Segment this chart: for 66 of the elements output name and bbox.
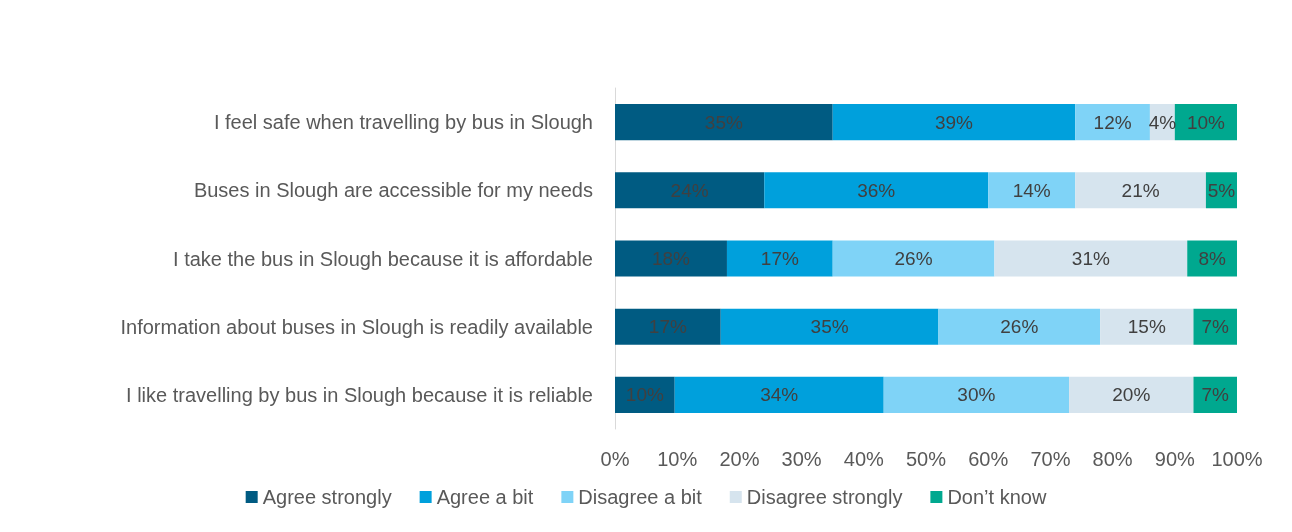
bar: [615, 104, 833, 141]
x-tick-label: 30%: [781, 448, 822, 470]
y-tick-label: I like travelling by bus in Slough because it is reliable: [126, 383, 593, 406]
bar: [883, 376, 1070, 413]
bar: [764, 172, 989, 209]
bar: [1187, 240, 1237, 277]
data-label: 12%: [1093, 111, 1132, 133]
bar: [726, 240, 833, 277]
data-label: 17%: [760, 248, 799, 269]
x-tick-label: 80%: [1092, 448, 1133, 470]
x-tick-label: 0%: [600, 448, 630, 470]
bar: [994, 240, 1188, 277]
bar: [720, 308, 939, 345]
data-label: 21%: [1121, 179, 1160, 201]
x-tick-label: 90%: [1154, 448, 1196, 470]
data-label: 20%: [1112, 384, 1151, 406]
data-label: 39%: [934, 111, 974, 133]
y-tick-label: Buses in Slough are accessible for my needs: [193, 179, 593, 202]
x-tick-label: 10%: [657, 448, 698, 470]
bar: [832, 240, 995, 277]
x-tick-label: 100%: [1211, 448, 1263, 470]
data-label: 35%: [810, 316, 849, 338]
data-label: 18%: [651, 248, 691, 269]
legend-label: Agree strongly: [262, 486, 392, 508]
x-tick-label: 20%: [719, 448, 760, 470]
data-label: 7%: [1201, 316, 1230, 338]
data-label: 31%: [1071, 248, 1110, 269]
data-label: 26%: [894, 248, 933, 269]
legend-label: Agree a bit: [436, 486, 534, 508]
legend-label: Don’t know: [947, 486, 1047, 508]
data-label: 26%: [1000, 316, 1039, 338]
bar: [1193, 376, 1237, 413]
data-label: 36%: [857, 179, 896, 201]
data-label: 34%: [760, 384, 799, 406]
bar: [1075, 104, 1150, 141]
data-label: 17%: [648, 316, 687, 338]
bar: [674, 376, 884, 413]
legend-label: Disagree strongly: [746, 486, 903, 508]
bar: [1069, 376, 1194, 413]
bar: [1193, 308, 1237, 345]
data-label: 8%: [1198, 248, 1226, 269]
data-label: 30%: [957, 384, 996, 406]
x-tick-label: 50%: [905, 448, 947, 470]
data-label: 5%: [1207, 179, 1236, 201]
y-tick-label: I feel safe when travelling by bus in Slough: [213, 111, 593, 134]
data-label: 10%: [625, 384, 664, 406]
bar: [938, 308, 1101, 345]
data-label: 35%: [704, 111, 743, 133]
bar: [1075, 172, 1206, 209]
bar: [832, 104, 1076, 141]
bar: [988, 172, 1076, 209]
bar: [615, 308, 721, 345]
data-label: 7%: [1201, 384, 1230, 406]
data-label: 24%: [670, 179, 709, 201]
bar: [615, 240, 727, 277]
x-tick-label: 70%: [1030, 448, 1071, 470]
legend-label: Disagree a bit: [578, 486, 703, 508]
bar: [615, 172, 765, 209]
data-label: 10%: [1186, 111, 1226, 133]
x-tick-label: 40%: [843, 448, 885, 470]
y-tick-label: I take the bus in Slough because it is affordable: [173, 247, 593, 270]
bar: [1100, 308, 1194, 345]
x-tick-label: 60%: [968, 448, 1009, 470]
data-label: 15%: [1127, 316, 1166, 338]
data-label: 14%: [1012, 179, 1051, 201]
y-tick-label: Information about buses in Slough is readily available: [120, 315, 593, 338]
